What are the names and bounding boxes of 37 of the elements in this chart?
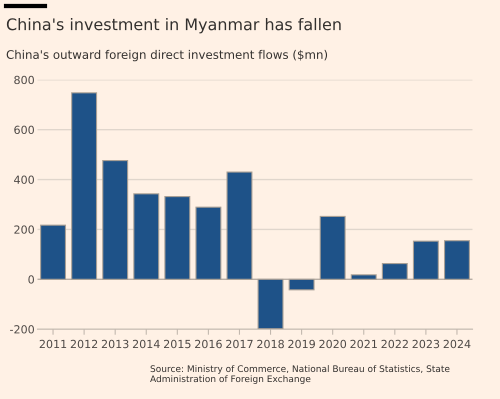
x-tick-label: 2016 <box>195 340 222 348</box>
bar <box>412 240 439 280</box>
bar <box>71 92 98 280</box>
y-tick-label: 800 <box>14 76 34 84</box>
bar <box>195 206 222 280</box>
bar <box>226 172 252 280</box>
y-tick-label: -200 <box>10 325 34 334</box>
x-tick-label: 2011 <box>40 340 66 348</box>
y-tick-label: 200 <box>14 225 34 234</box>
source-note: Source: Ministry of Commerce, National Bureau of Statistics, State Administration of Foreign Exchange <box>150 365 450 384</box>
x-tick-label: 2022 <box>381 340 408 348</box>
x-tick-label: 2021 <box>350 340 377 348</box>
y-tick-label: 0 <box>28 275 34 284</box>
x-tick-label: 2020 <box>319 340 346 348</box>
x-tick-label: 2013 <box>102 340 128 348</box>
x-tick-label: 2019 <box>288 340 315 348</box>
bar <box>350 274 377 280</box>
x-tick-label: 2023 <box>412 340 440 348</box>
x-tick-label: 2014 <box>132 340 160 348</box>
bar <box>102 160 128 280</box>
x-tick-label: 2015 <box>164 340 190 348</box>
x-tick-label: 2017 <box>226 340 253 348</box>
y-tick-label: 600 <box>14 126 34 134</box>
chart-title: China's investment in Myanmar has fallen <box>6 18 341 34</box>
bar <box>320 216 346 280</box>
bar <box>288 278 315 290</box>
bar <box>258 278 284 330</box>
x-tick-label: 2012 <box>70 340 98 348</box>
bar <box>133 193 160 280</box>
chart-subtitle: China's outward foreign direct investment flows ($mn) <box>6 50 328 62</box>
bar <box>40 224 66 280</box>
y-tick-label: 400 <box>14 176 34 184</box>
bar <box>164 196 190 280</box>
bar <box>444 240 470 280</box>
x-tick-label: 2024 <box>444 340 470 348</box>
x-tick-label: 2018 <box>257 340 284 348</box>
bar <box>382 263 408 280</box>
